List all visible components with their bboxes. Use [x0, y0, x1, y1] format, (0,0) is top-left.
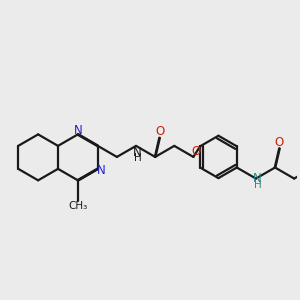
- Text: N: N: [74, 124, 82, 137]
- Text: N: N: [133, 146, 142, 159]
- Text: CH₃: CH₃: [68, 201, 88, 211]
- Text: O: O: [191, 145, 200, 158]
- Text: H: H: [254, 180, 261, 190]
- Text: O: O: [275, 136, 284, 149]
- Text: O: O: [155, 125, 164, 138]
- Text: H: H: [134, 153, 141, 163]
- Text: N: N: [253, 172, 262, 185]
- Text: N: N: [97, 164, 106, 177]
